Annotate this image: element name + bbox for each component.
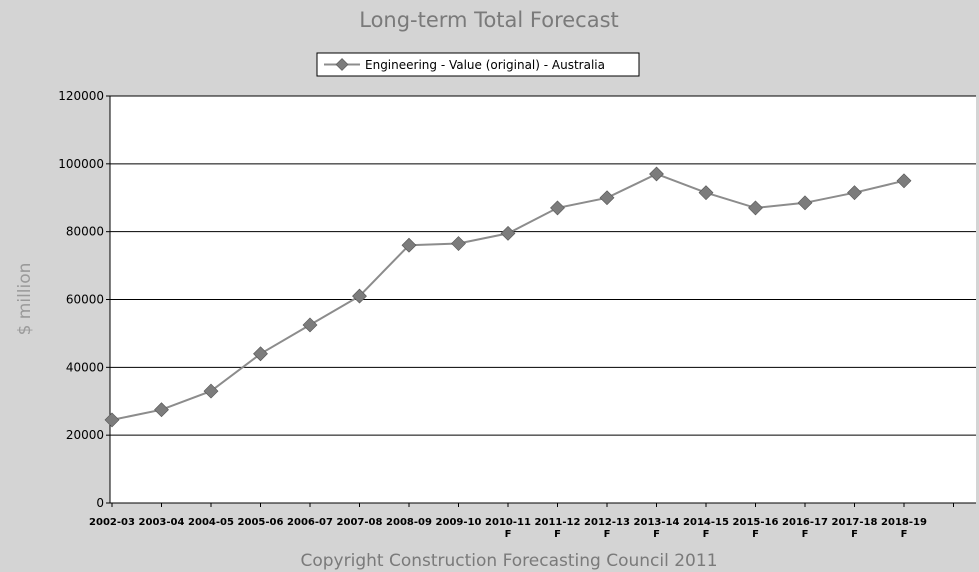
legend-marker [335,58,349,71]
x-tick-label-13-0: 2015-16 [733,517,779,528]
data-point-5 [352,288,367,304]
series-engineering [104,166,912,428]
copyright-footer: Copyright Construction Forecasting Counc… [300,551,717,571]
x-tick-label-10-1: F [604,529,611,540]
x-tick-label-8-0: 2010-11 [485,517,531,528]
x-tick-label-15-0: 2017-18 [832,517,878,528]
y-tick-label-80000: 80000 [66,225,104,239]
legend-box [316,52,640,77]
x-tick-label-7-0: 2009-10 [436,517,482,528]
data-point-9 [550,200,565,216]
x-tick-label-14-0: 2016-17 [782,517,828,528]
data-point-12 [698,185,714,201]
x-tick-label-14-1: F [802,529,809,540]
x-tick-label-12-1: F [703,529,710,540]
x-tick-label-10-0: 2012-13 [584,517,630,528]
data-point-8 [500,225,516,241]
y-tick-label-60000: 60000 [66,293,104,307]
x-tick-label-8-1: F [505,529,512,540]
x-tick-label-16-1: F [901,529,908,540]
data-point-13 [748,200,763,216]
x-tick-label-11-1: F [653,529,660,540]
data-point-10 [599,190,615,206]
x-tick-label-15-1: F [851,529,858,540]
y-tick-label-100000: 100000 [58,157,104,171]
y-tick-label-20000: 20000 [66,428,104,442]
x-tick-label-3-0: 2005-06 [238,517,284,528]
x-tick-label-11-0: 2013-14 [634,517,680,528]
data-point-7 [451,236,466,251]
data-point-14 [797,195,813,211]
x-tick-label-16-0: 2018-19 [881,517,927,528]
x-tick-label-12-0: 2014-15 [683,517,729,528]
x-tick-label-1-0: 2003-04 [139,517,185,528]
x-tick-label-13-1: F [752,529,759,540]
gridlines [110,95,976,436]
y-tick-label-120000: 120000 [58,89,104,103]
x-tick-label-9-0: 2011-12 [535,517,581,528]
y-axis-label: $ million [15,263,35,336]
data-point-15 [847,185,862,201]
x-tick-label-0-0: 2002-03 [89,517,135,528]
x-tick-label-2-0: 2004-05 [188,517,234,528]
x-tick-labels: 2002-03 2003-04 2004-05 2005-06 2006-07 2007-… [89,517,927,540]
y-tick-label-0: 0 [96,496,104,510]
x-tick-label-5-0: 2007-08 [337,517,383,528]
data-point-1 [154,402,169,418]
legend-label: Engineering - Value (original) - Austral… [365,58,605,72]
x-tick-label-4-0: 2006-07 [287,517,333,528]
data-point-16 [896,173,912,189]
data-point-0 [104,412,120,428]
data-point-11 [649,166,664,182]
y-tick-labels: 0 20000 40000 60000 80000 100000 120000 [58,89,104,510]
data-point-2 [203,383,219,399]
chart-title: Long-term Total Forecast [359,8,619,32]
x-tick-label-9-1: F [554,529,561,540]
data-point-4 [302,317,318,333]
legend: Engineering - Value (original) - Austral… [316,52,640,77]
x-tick-label-6-0: 2008-09 [386,517,432,528]
axes [106,95,976,507]
data-point-3 [253,346,268,362]
data-point-6 [401,237,417,253]
y-tick-label-40000: 40000 [66,360,104,374]
